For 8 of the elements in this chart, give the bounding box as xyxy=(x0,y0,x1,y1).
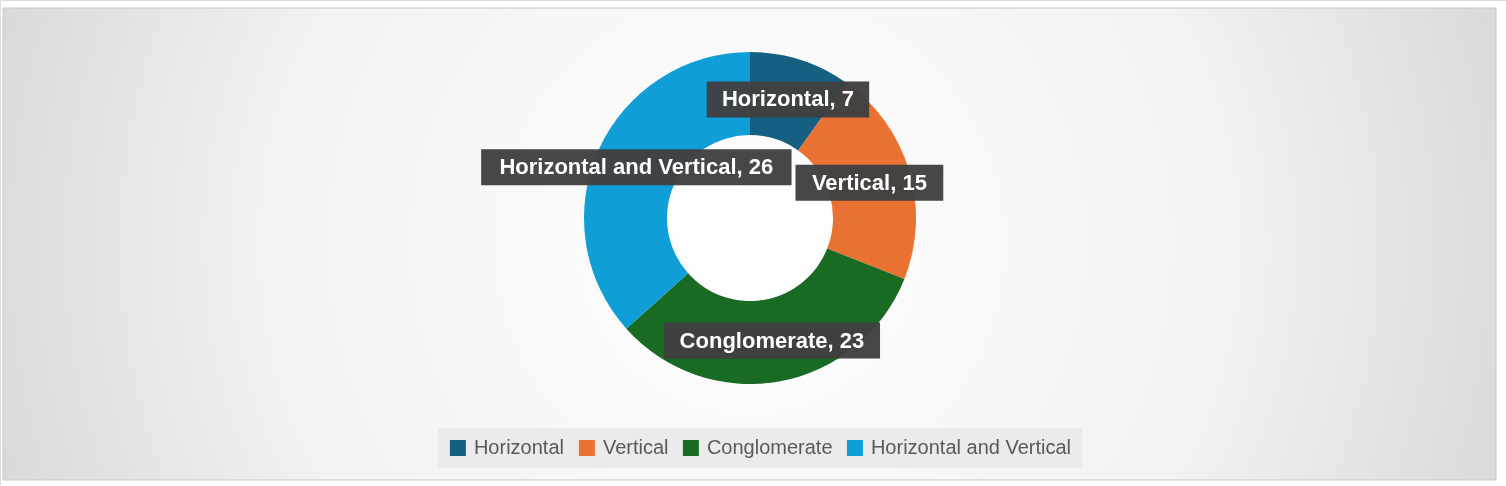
data-label: Vertical, 15 xyxy=(811,169,927,195)
legend-label: Horizontal xyxy=(473,436,564,458)
legend-label: Conglomerate xyxy=(706,436,833,458)
data-label: Horizontal and Vertical, 26 xyxy=(499,154,774,180)
legend-label: Horizontal and Vertical xyxy=(870,436,1072,458)
legend-label: Vertical xyxy=(602,436,669,458)
data-label: Conglomerate, 23 xyxy=(679,327,865,353)
data-label: Horizontal, 7 xyxy=(721,86,854,112)
